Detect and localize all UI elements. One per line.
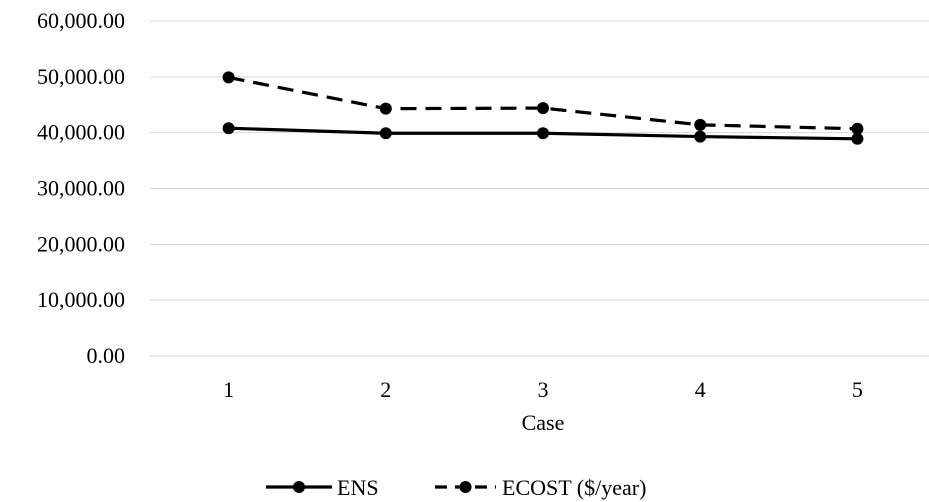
series-lines: [222, 71, 864, 145]
x-axis-title: Case: [522, 410, 565, 435]
data-point: [694, 118, 707, 131]
data-point: [851, 132, 864, 145]
data-point: [537, 102, 549, 115]
x-tick-label: 4: [695, 377, 706, 402]
legend: ENS ECOST ($/year): [266, 475, 646, 500]
series-1: [222, 122, 864, 145]
y-tick-label: 30,000.00: [37, 176, 125, 201]
gridlines: [150, 20, 929, 357]
y-axis-tick-labels: 0.00 10,000.00 20,000.00 30,000.00 40,000.00…: [37, 8, 125, 368]
y-tick-label: 0.00: [87, 343, 126, 368]
y-tick-label: 60,000.00: [37, 8, 125, 33]
data-point: [222, 71, 235, 84]
series-2: [222, 71, 864, 135]
x-axis-tick-labels: 1 2 3 4 5: [223, 377, 863, 402]
legend-marker: [293, 481, 305, 493]
data-point: [851, 122, 864, 135]
legend-marker: [459, 481, 472, 493]
legend-entry: ECOST ($/year): [435, 475, 646, 500]
y-tick-label: 50,000.00: [37, 64, 125, 89]
y-tick-label: 10,000.00: [37, 287, 125, 312]
x-tick-label: 3: [538, 377, 549, 402]
data-point: [222, 122, 235, 135]
series-line: [228, 75, 858, 131]
x-tick-label: 1: [223, 377, 234, 402]
y-tick-label: 40,000.00: [37, 120, 125, 145]
data-point: [379, 127, 392, 140]
y-tick-label: 20,000.00: [37, 231, 125, 256]
legend-label: ENS: [337, 475, 379, 500]
data-point: [537, 127, 549, 140]
data-point: [379, 102, 392, 115]
x-tick-label: 2: [380, 377, 391, 402]
data-point: [694, 130, 707, 143]
legend-label: ECOST ($/year): [502, 475, 646, 500]
x-tick-label: 5: [852, 377, 863, 402]
legend-entry: ENS: [266, 475, 379, 500]
